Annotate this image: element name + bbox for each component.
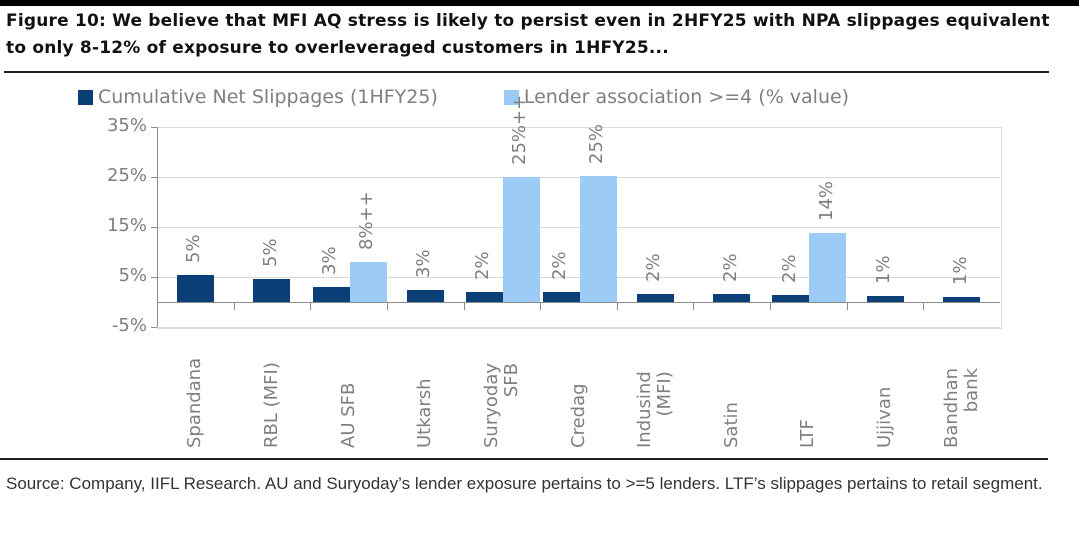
x-axis-baseline: [157, 302, 1000, 303]
y-tick-label: 15%: [106, 215, 147, 236]
gridline: [157, 127, 1000, 128]
x-tick-mark: [463, 302, 465, 310]
x-tick-mark: [770, 302, 772, 310]
legend-label: Cumulative Net Slippages (1HFY25): [98, 86, 438, 108]
bar-net-slippages: [465, 292, 503, 302]
bar-lender-association: [349, 262, 387, 302]
data-label-lender-association: 25%++: [509, 94, 531, 165]
y-tick-label: 25%: [106, 165, 147, 186]
title-underline: [4, 71, 1049, 73]
x-category-label: RBL (MFI): [260, 362, 282, 448]
bar-net-slippages: [406, 289, 444, 302]
x-tick-mark: [386, 302, 388, 310]
chart-legend: Cumulative Net Slippages (1HFY25) Lender…: [78, 85, 877, 109]
data-label-net-slippages: 2%: [549, 251, 570, 280]
bar-lender-association: [502, 177, 540, 302]
legend-item-net-slippages: Cumulative Net Slippages (1HFY25): [78, 86, 438, 108]
y-tick-mark: [151, 277, 157, 278]
x-category-label: Bandhan bank: [940, 367, 982, 448]
x-category-label: AU SFB: [337, 382, 359, 448]
data-label-net-slippages: 2%: [643, 252, 665, 282]
bar-net-slippages: [636, 293, 674, 302]
gridline: [157, 177, 1000, 178]
data-label-net-slippages: 3%: [413, 248, 435, 278]
data-label-lender-association: 25%: [586, 123, 607, 164]
data-label-net-slippages: 1%: [873, 255, 895, 284]
y-tick-label: -5%: [111, 315, 147, 336]
footer-rule: [0, 458, 1048, 460]
gridline: [157, 277, 1000, 278]
x-category-label: LTF: [797, 419, 819, 448]
x-tick-mark: [846, 302, 848, 310]
x-category-label: Utkarsh: [414, 378, 436, 448]
legend-swatch-dark-blue: [78, 89, 93, 105]
y-tick-mark: [151, 227, 157, 228]
data-label-net-slippages: 5%: [259, 237, 281, 267]
bar-net-slippages: [943, 297, 981, 302]
bar-net-slippages: [772, 294, 810, 302]
x-tick-mark: [310, 302, 312, 310]
x-tick-mark: [540, 302, 542, 310]
y-tick-label: 35%: [106, 115, 147, 136]
bar-net-slippages: [866, 296, 904, 302]
y-tick-mark: [151, 327, 157, 328]
x-category-label: Credag: [567, 383, 589, 448]
bar-net-slippages: [253, 278, 291, 302]
bar-lender-association: [579, 175, 617, 302]
y-tick-mark: [151, 127, 157, 128]
x-category-label: Spandana: [184, 357, 206, 448]
bar-lender-association: [809, 233, 847, 302]
data-label-net-slippages: 5%: [183, 234, 205, 263]
data-label-lender-association: 8%++: [356, 191, 378, 250]
bar-net-slippages: [312, 287, 350, 302]
x-tick-mark: [923, 302, 925, 310]
legend-label: Lender association >=4 (% value): [523, 86, 850, 108]
bar-net-slippages: [542, 292, 580, 302]
y-axis-line: [157, 127, 158, 327]
bar-net-slippages: [713, 293, 751, 302]
data-label-net-slippages: 2%: [472, 251, 494, 280]
x-category-label: Indusind (MFI): [634, 371, 676, 448]
x-category-label: Satin: [720, 402, 742, 448]
data-label-lender-association: 14%: [815, 180, 837, 221]
figure-title: Figure 10: We believe that MFI AQ stress…: [6, 11, 1050, 58]
data-label-net-slippages: 2%: [778, 253, 800, 283]
y-tick-label: 5%: [118, 265, 147, 286]
bar-chart: -5% 5% 15% 25% 35% 5% Spandana 5% RBL (MFI) 3% 8%+…: [106, 94, 1002, 448]
legend-swatch-light-blue: [503, 89, 519, 105]
x-category-label: Suryoday SFB: [480, 362, 522, 448]
x-category-label: Ujjivan: [874, 386, 896, 448]
gridline: [157, 327, 1000, 328]
y-tick-mark: [151, 177, 157, 178]
gridline: [157, 227, 1000, 228]
legend-item-lender-association: Lender association >=4 (% value): [503, 86, 850, 108]
x-tick-mark: [693, 302, 695, 310]
source-note: Source: Company, IIFL Research. AU and S…: [6, 474, 1043, 493]
top-border: [0, 0, 1079, 6]
data-label-net-slippages: 3%: [319, 246, 341, 275]
data-label-net-slippages: 2%: [719, 252, 741, 282]
x-tick-mark: [616, 302, 618, 310]
data-label-net-slippages: 1%: [949, 256, 971, 285]
bar-net-slippages: [176, 275, 214, 302]
x-tick-mark: [233, 302, 235, 310]
